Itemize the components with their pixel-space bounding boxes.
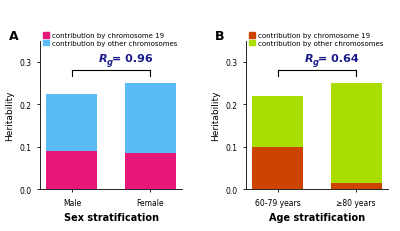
X-axis label: Sex stratification: Sex stratification xyxy=(64,212,158,222)
Legend: contribution by chromosome 19, contribution by other chromosomes: contribution by chromosome 19, contribut… xyxy=(44,33,177,47)
Bar xyxy=(125,154,176,189)
Bar xyxy=(46,94,97,151)
Bar xyxy=(331,183,382,189)
Y-axis label: Heritability: Heritability xyxy=(211,90,220,141)
Text: = 0.64: = 0.64 xyxy=(318,54,358,64)
Y-axis label: Heritability: Heritability xyxy=(5,90,14,141)
X-axis label: Age stratification: Age stratification xyxy=(269,212,365,222)
Text: A: A xyxy=(9,30,18,43)
Bar xyxy=(46,151,97,189)
Bar xyxy=(125,84,176,154)
Text: B: B xyxy=(215,30,224,43)
Bar xyxy=(252,97,303,147)
Bar xyxy=(331,84,382,183)
Text: g: g xyxy=(106,58,112,67)
Text: R: R xyxy=(305,54,314,64)
Legend: contribution by chromosome 19, contribution by other chromosomes: contribution by chromosome 19, contribut… xyxy=(250,33,383,47)
Text: = 0.96: = 0.96 xyxy=(112,54,152,64)
Bar xyxy=(252,147,303,189)
Text: g: g xyxy=(312,58,318,67)
Text: R: R xyxy=(99,54,108,64)
